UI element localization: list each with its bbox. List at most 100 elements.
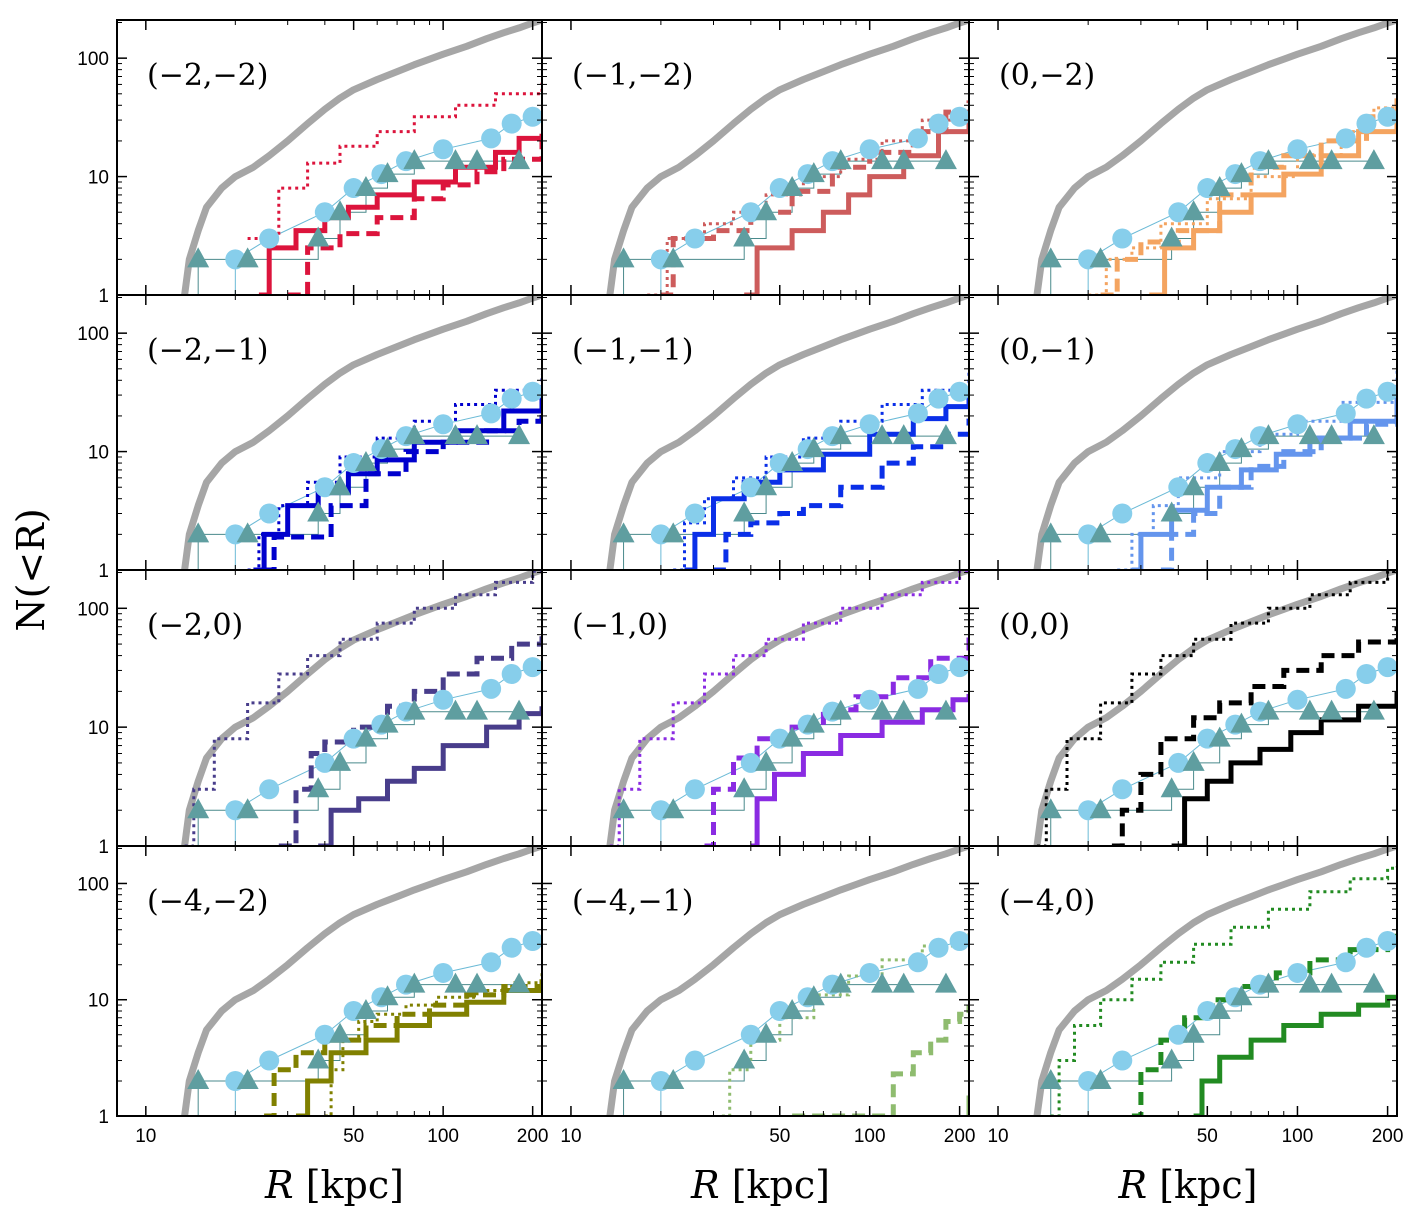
circle-marker	[501, 388, 522, 409]
y-tick-label: 100	[77, 599, 109, 620]
series-dotted	[609, 570, 969, 846]
triangle-marker	[376, 162, 399, 183]
triangle-marker	[1182, 750, 1205, 771]
panel: 10 50 100 200 (−4,−1)	[541, 845, 976, 1147]
circle-marker	[1287, 139, 1308, 160]
plot-area	[606, 295, 969, 570]
series-solid	[1131, 396, 1397, 570]
panel: 1 10 100 (−2,−2)	[77, 19, 543, 307]
panel-label: (−4,−1)	[572, 884, 693, 919]
triangle-marker	[934, 424, 957, 445]
circle-line	[660, 940, 960, 1082]
circle-marker	[433, 689, 454, 710]
circle-marker	[859, 689, 880, 710]
triangle-marker	[307, 226, 330, 247]
circle-marker	[1168, 477, 1189, 498]
triangle-marker	[466, 424, 489, 445]
triangle-marker	[829, 149, 852, 170]
triangle-marker	[444, 424, 467, 445]
triangle-marker	[802, 985, 825, 1006]
triangle-marker	[187, 798, 210, 819]
triangle-marker	[187, 1068, 210, 1089]
triangle-marker	[329, 1022, 352, 1043]
plot-area	[181, 570, 542, 846]
triangle-marker	[871, 972, 894, 993]
panel-label: (−2,−1)	[147, 333, 268, 368]
triangle-marker	[781, 726, 804, 747]
x-tick-label: 50	[343, 1126, 364, 1147]
circle-marker	[522, 657, 542, 678]
triangle-marker	[403, 699, 426, 720]
triangle-marker	[1182, 200, 1205, 221]
triangle-marker	[1257, 424, 1280, 445]
circle-marker	[740, 752, 761, 773]
triangle-marker	[1039, 522, 1062, 543]
y-tick-label: 10	[88, 168, 109, 189]
panel: 1 10 100 (−2,−1)	[77, 294, 543, 582]
circle-marker	[1377, 106, 1397, 127]
reference-curve	[1033, 846, 1397, 1116]
panel-label: (−1,−1)	[572, 333, 693, 368]
series-dotted	[1037, 570, 1397, 846]
plot-area	[1033, 20, 1397, 295]
circle-marker	[1168, 752, 1189, 773]
triangle-marker	[1230, 985, 1253, 1006]
series-dotted	[184, 570, 542, 846]
series-dotted	[324, 972, 542, 1116]
triangle-marker	[466, 972, 489, 993]
circle-line	[1087, 391, 1388, 535]
plot-area	[606, 846, 969, 1116]
reference-curve	[606, 846, 969, 1116]
circle-marker	[522, 931, 542, 951]
panel: 10 50 100 200 (−4,0)	[968, 845, 1403, 1147]
triangle-marker	[376, 712, 399, 733]
circle-marker	[522, 381, 542, 402]
triangle-marker	[871, 149, 894, 170]
y-tick-label: 10	[88, 718, 109, 739]
circle-marker	[1335, 403, 1356, 424]
triangle-marker	[354, 176, 377, 197]
panel-label: (−1,−2)	[572, 58, 693, 93]
plot-area	[181, 846, 542, 1116]
triangle-marker	[892, 972, 915, 993]
x-tick-label: 10	[987, 1126, 1008, 1147]
series-solid	[1193, 994, 1397, 1116]
circle-marker	[859, 139, 880, 160]
triangle-marker	[236, 1068, 259, 1089]
plot-area	[1033, 570, 1397, 846]
x-tick-label: 10	[135, 1126, 156, 1147]
circle-marker	[1356, 937, 1377, 958]
triangle-line	[198, 160, 520, 260]
circle-line	[1087, 940, 1388, 1082]
triangle-marker	[892, 149, 915, 170]
triangle-marker	[187, 522, 210, 543]
triangle-marker	[329, 200, 352, 221]
y-tick-label: 1	[98, 286, 109, 307]
reference-curve	[1033, 570, 1397, 846]
circle-marker	[522, 106, 542, 127]
circle-marker	[259, 228, 280, 249]
plot-area	[606, 570, 969, 846]
circle-marker	[949, 931, 969, 951]
circle-marker	[501, 113, 522, 134]
triangle-line	[623, 435, 946, 535]
circle-marker	[314, 752, 335, 773]
panel-grid: 1 10 100 (−2,−2) (−1,−2) (0,−2) 1 10 100 (−2,−1) (…	[77, 19, 1403, 1147]
triangle-line	[198, 435, 520, 535]
triangle-marker	[508, 424, 531, 445]
triangle-marker	[1039, 798, 1062, 819]
circle-marker	[928, 664, 949, 685]
x-tick-label: 200	[517, 1126, 549, 1147]
series-dotted	[247, 82, 542, 240]
triangle-marker	[1230, 712, 1253, 733]
x-tick-label: 200	[944, 1126, 976, 1147]
triangle-marker	[733, 1048, 756, 1069]
circle-marker	[949, 381, 969, 402]
panel: (0,0)	[968, 569, 1398, 847]
triangle-marker	[1039, 1068, 1062, 1089]
triangle-marker	[1208, 998, 1231, 1019]
series-dashed	[1100, 97, 1397, 295]
triangle-marker	[1362, 424, 1385, 445]
triangle-marker	[1257, 699, 1280, 720]
panel: 1 10 100 (−2,0)	[77, 569, 543, 858]
